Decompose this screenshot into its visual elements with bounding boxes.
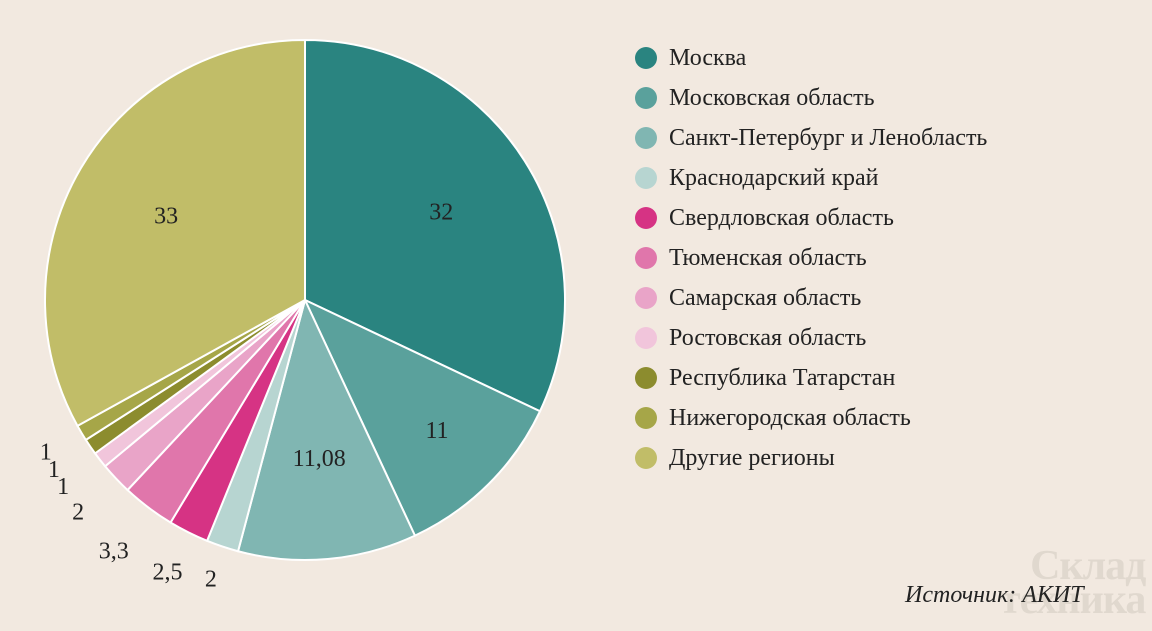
legend-swatch — [635, 127, 657, 149]
slice-label: 32 — [429, 199, 453, 225]
slice-label: 2 — [72, 500, 84, 526]
legend-label: Самарская область — [669, 285, 861, 312]
legend-label: Республика Татарстан — [669, 365, 895, 392]
slice-label: 11,08 — [293, 446, 346, 472]
chart-source: Источник: АКИТ — [905, 582, 1084, 609]
legend-item: Республика Татарстан — [635, 358, 987, 398]
legend-label: Санкт-Петербург и Ленобласть — [669, 125, 987, 152]
legend-item: Москва — [635, 38, 987, 78]
legend-swatch — [635, 247, 657, 269]
slice-label: 1 — [40, 440, 52, 466]
legend-item: Другие регионы — [635, 438, 987, 478]
legend-item: Краснодарский край — [635, 158, 987, 198]
legend-item: Свердловская область — [635, 198, 987, 238]
slice-label: 2 — [205, 567, 217, 593]
slice-label: 11 — [425, 418, 448, 444]
legend-swatch — [635, 47, 657, 69]
legend: Москва Московская область Санкт-Петербург … — [635, 38, 987, 478]
legend-label: Тюменская область — [669, 245, 867, 272]
legend-item: Самарская область — [635, 278, 987, 318]
legend-swatch — [635, 287, 657, 309]
legend-swatch — [635, 87, 657, 109]
legend-item: Тюменская область — [635, 238, 987, 278]
legend-swatch — [635, 447, 657, 469]
legend-swatch — [635, 207, 657, 229]
legend-swatch — [635, 327, 657, 349]
legend-swatch — [635, 167, 657, 189]
legend-item: Ростовская область — [635, 318, 987, 358]
legend-item: Санкт-Петербург и Ленобласть — [635, 118, 987, 158]
legend-swatch — [635, 407, 657, 429]
legend-label: Краснодарский край — [669, 165, 878, 192]
slice-label: 3,3 — [99, 539, 129, 565]
legend-label: Другие регионы — [669, 445, 835, 472]
slice-label: 2,5 — [152, 560, 182, 586]
legend-label: Московская область — [669, 85, 875, 112]
chart-container: 321111,0822,53,3211133 МоскваМосковская … — [0, 0, 1152, 631]
legend-item: Нижегородская область — [635, 398, 987, 438]
legend-swatch — [635, 367, 657, 389]
legend-label: Ростовская область — [669, 325, 866, 352]
legend-item: Московская область — [635, 78, 987, 118]
slice-label: 33 — [154, 204, 178, 230]
legend-label: Свердловская область — [669, 205, 894, 232]
legend-label: Москва — [669, 45, 746, 72]
legend-label: Нижегородская область — [669, 405, 911, 432]
